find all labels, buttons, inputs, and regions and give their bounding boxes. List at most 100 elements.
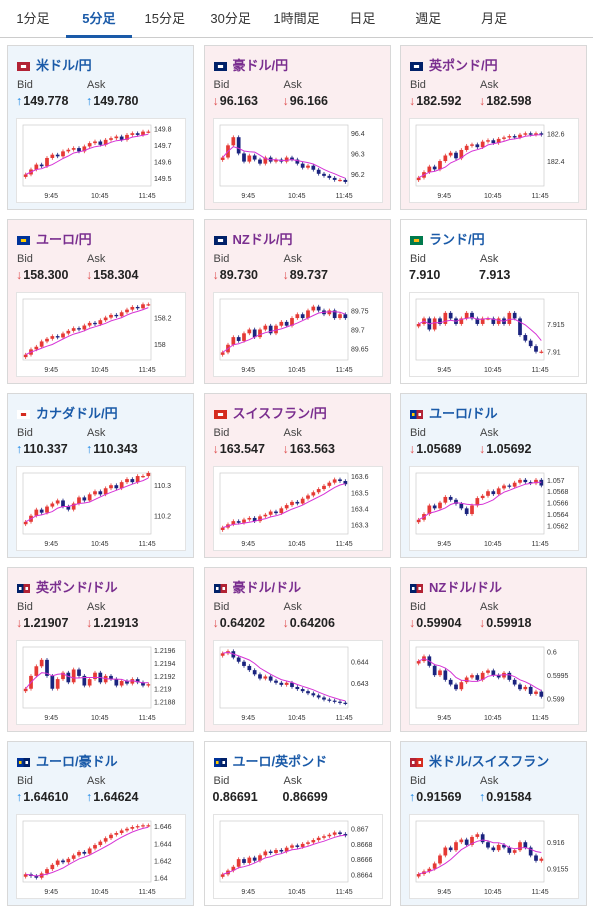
pair-name[interactable]: 英ポンド/ドル bbox=[36, 580, 118, 595]
candle-body bbox=[230, 866, 235, 871]
ask-value: ↓182.598 bbox=[479, 94, 531, 108]
ch-flag-icon bbox=[213, 406, 227, 419]
pair-name[interactable]: ユーロ/英ポンド bbox=[232, 754, 328, 769]
price-chart[interactable]: 7.915 7.91 9:45 10:45 11:45 bbox=[409, 292, 579, 377]
price-chart[interactable]: 0.867 0.8668 0.8666 0.8664 9:45 10:45 11:45 bbox=[212, 814, 383, 899]
tab-daily[interactable]: 日足 bbox=[349, 11, 376, 26]
currency-card[interactable]: ユーロ/ドル Bid Ask ↓1.05689 ↓1.05692 1.057 1.0568 1… bbox=[400, 393, 587, 558]
pair-name[interactable]: 豪ドル/ドル bbox=[232, 580, 302, 595]
currency-card[interactable]: スイスフラン/円 Bid Ask ↓163.547 ↓163.563 163.6 163.5… bbox=[203, 393, 391, 558]
price-chart[interactable]: 89.75 89.7 89.65 9:45 10:45 11:45 bbox=[212, 292, 383, 377]
currency-card[interactable]: ユーロ/豪ドル Bid Ask ↑1.64610 ↑1.64624 1.646 1.644 1… bbox=[7, 741, 194, 906]
currency-card[interactable]: 豪ドル/ドル Bid Ask ↓0.64202 ↓0.64206 0.644 0.643 9:… bbox=[203, 567, 391, 732]
price-chart[interactable]: 1.2196 1.2194 1.2192 1.219 1.2188 9:45 10:45 11… bbox=[16, 640, 186, 725]
bid-label: Bid bbox=[410, 253, 426, 265]
pair-name[interactable]: NZドル/ドル bbox=[429, 580, 502, 595]
candle-body bbox=[507, 485, 512, 487]
candle-body bbox=[486, 491, 490, 496]
price-chart[interactable]: 149.8 149.7 149.6 149.5 9:45 10:45 11:45 bbox=[16, 118, 186, 203]
pair-name[interactable]: ランド/円 bbox=[429, 232, 485, 247]
price-chart[interactable]: 163.6 163.5 163.4 163.3 9:45 10:45 11:45 bbox=[212, 466, 383, 551]
candle-body bbox=[539, 351, 544, 353]
candle-body bbox=[114, 136, 119, 139]
price-chart[interactable]: 182.6 182.4 9:45 10:45 11:45 bbox=[409, 118, 579, 203]
currency-card[interactable]: ユーロ/円 Bid Ask ↓158.300 ↓158.304 158.2 158 9:45 1… bbox=[7, 219, 194, 384]
price-chart[interactable]: 0.6 0.5995 0.599 9:45 10:45 11:45 bbox=[409, 640, 579, 725]
candle-body bbox=[326, 834, 331, 837]
currency-card[interactable]: NZドル/ドル Bid Ask ↓0.59904 ↓0.59918 0.6 0.5995 0.… bbox=[400, 567, 587, 732]
candle-body bbox=[109, 485, 113, 489]
candle-body bbox=[305, 310, 310, 319]
bid-label: Bid bbox=[213, 253, 230, 265]
pair-name[interactable]: ユーロ/円 bbox=[36, 232, 92, 247]
currency-card[interactable]: 米ドル/スイスフラン Bid Ask ↑0.91569 ↑0.91584 0.916 0.9… bbox=[400, 741, 587, 906]
pair-name[interactable]: カナダドル/円 bbox=[36, 406, 118, 421]
pair-name[interactable]: 豪ドル/円 bbox=[232, 58, 289, 73]
candle-body bbox=[448, 496, 453, 500]
tab-1min[interactable]: 1分足 bbox=[16, 11, 50, 26]
candle-body bbox=[342, 833, 347, 836]
ask-price: 110.343 bbox=[93, 442, 138, 456]
currency-card[interactable]: 豪ドル/円 Bid Ask ↓96.163 ↓96.166 96.4 96.3 96.2 9:4… bbox=[203, 45, 391, 210]
candle-body bbox=[464, 145, 469, 150]
pair-name[interactable]: NZドル/円 bbox=[232, 232, 293, 247]
au-us-flag-icon bbox=[213, 580, 227, 593]
x-tick-label: 11:45 bbox=[532, 889, 549, 896]
candle-body bbox=[337, 179, 342, 182]
pair-name[interactable]: スイスフラン/円 bbox=[232, 406, 327, 421]
price-chart[interactable]: 0.916 0.9155 9:45 10:45 11:45 bbox=[409, 814, 579, 899]
eu-flag-icon bbox=[17, 232, 30, 245]
tab-5min[interactable]: 5分足 bbox=[65, 0, 132, 38]
bid-value: ↓158.300 bbox=[16, 268, 68, 282]
pair-name[interactable]: 米ドル/スイスフラン bbox=[429, 754, 550, 769]
ask-label: Ask bbox=[283, 601, 302, 613]
candle-body bbox=[337, 832, 342, 834]
pair-name[interactable]: ユーロ/ドル bbox=[429, 406, 498, 421]
pair-name[interactable]: 米ドル/円 bbox=[36, 58, 92, 73]
bid-price: 96.163 bbox=[219, 94, 258, 108]
price-chart[interactable]: 0.644 0.643 9:45 10:45 11:45 bbox=[212, 640, 383, 725]
y-tick-label: 0.643 bbox=[351, 681, 369, 688]
candle-body bbox=[326, 310, 331, 315]
candle-body bbox=[125, 479, 129, 483]
pair-name[interactable]: 英ポンド/円 bbox=[429, 58, 498, 73]
arrow-down-icon: ↓ bbox=[409, 616, 416, 630]
currency-card[interactable]: 英ポンド/円 Bid Ask ↓182.592 ↓182.598 182.6 182.4 9:… bbox=[400, 45, 587, 210]
price-chart[interactable]: 96.4 96.3 96.2 9:45 10:45 11:45 bbox=[212, 118, 383, 203]
pair-name[interactable]: ユーロ/豪ドル bbox=[36, 754, 118, 769]
price-chart[interactable]: 1.057 1.0568 1.0566 1.0564 1.0562 9:45 10:45 11… bbox=[409, 466, 579, 551]
tab-weekly[interactable]: 週足 bbox=[415, 11, 442, 26]
candle-body bbox=[87, 494, 92, 501]
tab-30min[interactable]: 30分足 bbox=[210, 11, 251, 26]
tab-monthly[interactable]: 月足 bbox=[481, 11, 508, 26]
arrow-down-icon: ↓ bbox=[212, 616, 219, 630]
price-chart[interactable]: 158.2 158 9:45 10:45 11:45 bbox=[16, 292, 186, 377]
candlestick-chart: 158.2 158 9:45 10:45 11:45 bbox=[22, 298, 172, 374]
tab-1hour[interactable]: 1時間足 bbox=[273, 11, 320, 26]
currency-card[interactable]: ランド/円 Bid Ask 7.910 7.913 7.915 7.91 9:45 10:45 1… bbox=[400, 219, 587, 384]
candle-body bbox=[114, 314, 119, 317]
arrow-up-icon: ↑ bbox=[86, 94, 93, 108]
price-chart[interactable]: 110.3 110.2 9:45 10:45 11:45 bbox=[16, 466, 186, 551]
candle-body bbox=[77, 328, 81, 330]
y-tick-label: 89.7 bbox=[351, 328, 365, 335]
price-chart[interactable]: 1.646 1.644 1.642 1.64 9:45 10:45 11:45 bbox=[16, 814, 186, 899]
tab-15min[interactable]: 15分足 bbox=[144, 11, 185, 26]
currency-card[interactable]: ユーロ/英ポンド Bid Ask 0.86691 0.86699 0.867 0.8668 0… bbox=[203, 741, 391, 906]
x-tick-label: 11:45 bbox=[532, 193, 549, 200]
currency-card[interactable]: NZドル/円 Bid Ask ↓89.730 ↓89.737 89.75 89.7 89.65… bbox=[203, 219, 391, 384]
bid-price: 0.86691 bbox=[212, 790, 258, 804]
bid-label: Bid bbox=[213, 775, 230, 787]
x-tick-label: 11:45 bbox=[532, 715, 549, 722]
candle-body bbox=[316, 695, 321, 698]
candle-body bbox=[294, 501, 299, 504]
candle-body bbox=[518, 684, 522, 690]
currency-card[interactable]: 英ポンド/ドル Bid Ask ↓1.21907 ↓1.21913 1.2196 1.219… bbox=[7, 567, 194, 732]
bid-price: 0.91569 bbox=[416, 790, 462, 804]
candle-body bbox=[459, 503, 464, 509]
candle-body bbox=[141, 682, 145, 686]
currency-card[interactable]: カナダドル/円 Bid Ask ↑110.337 ↑110.343 110.3 110.2 9… bbox=[7, 393, 194, 558]
candle-body bbox=[114, 833, 119, 835]
currency-card[interactable]: 米ドル/円 Bid Ask ↑149.778 ↑149.780 149.8 149.7 149… bbox=[7, 45, 194, 210]
candle-body bbox=[332, 832, 337, 835]
